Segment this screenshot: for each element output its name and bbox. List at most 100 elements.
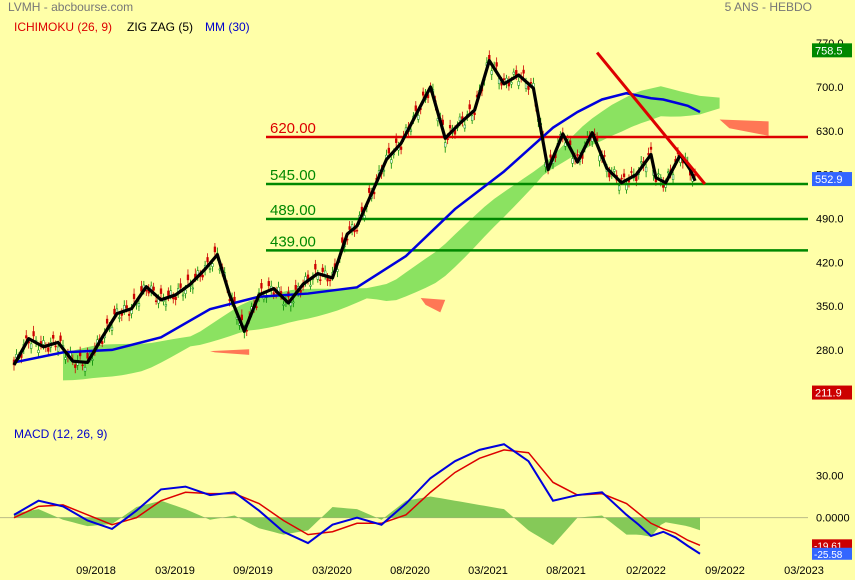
candle-body — [644, 166, 648, 173]
price-tag — [812, 385, 852, 400]
time-tick: 08/2021 — [546, 565, 586, 577]
candle-body — [395, 138, 398, 143]
level-label-545.00: 545.00 — [270, 167, 316, 184]
candle-body — [417, 115, 420, 120]
candle-body — [267, 281, 270, 287]
candle-body — [91, 359, 94, 361]
candle-body — [512, 71, 515, 75]
macd-panel: 30.00 0.0000 -19.61-25.58 — [0, 443, 852, 561]
candle-body — [292, 301, 295, 304]
price-tick: 490.0 — [816, 213, 844, 225]
price-axis: 770.0700.0630.0560.0490.0420.0350.0280.0… — [812, 38, 852, 400]
candle-body — [137, 303, 141, 307]
candle-body — [422, 91, 425, 96]
candle-body — [618, 185, 621, 191]
candle-body — [125, 305, 128, 309]
time-axis: 09/2018 03/2019 09/2019 03/2020 08/2020 03/20… — [76, 565, 824, 577]
candle-body — [211, 263, 214, 267]
downtrend-line — [595, 51, 707, 185]
macd-tick: 0.0000 — [816, 513, 850, 525]
candle-body — [490, 70, 493, 75]
candle-body — [598, 155, 601, 162]
candle-body — [255, 306, 258, 308]
time-tick: 02/2022 — [626, 565, 666, 577]
price-tick: 350.0 — [816, 301, 844, 313]
candle-body — [571, 158, 574, 164]
price-tick: 630.0 — [816, 126, 844, 138]
candle-body — [59, 335, 62, 341]
candle-body — [213, 246, 217, 253]
candle-body — [282, 304, 285, 306]
candle-body — [294, 285, 297, 290]
candle-body — [463, 124, 466, 129]
candle-body — [321, 267, 324, 272]
macd-tag-label: -19.61 — [814, 541, 843, 552]
candle-body — [118, 317, 121, 319]
period-label: 5 ANS - HEBDO — [725, 0, 812, 14]
kumo-bearish — [420, 297, 446, 313]
candle-body — [458, 116, 462, 121]
candle-body — [74, 364, 77, 368]
candle-body — [179, 283, 182, 288]
candle-body — [174, 296, 177, 300]
candle-body — [564, 142, 567, 147]
candle-body — [390, 159, 393, 164]
candle-body — [319, 279, 322, 281]
candle-body — [576, 153, 579, 157]
macd-histogram — [14, 496, 700, 546]
candle-body — [260, 283, 263, 289]
candle-body — [167, 290, 170, 296]
candle-body — [105, 318, 109, 324]
time-tick: 09/2022 — [705, 565, 745, 577]
candle-body — [328, 279, 332, 282]
candle-body — [409, 129, 413, 132]
candle-body — [522, 69, 525, 74]
candle-body — [101, 341, 104, 344]
price-tag-label: 211.9 — [815, 388, 842, 400]
candle-body — [510, 82, 513, 85]
support-resistance-lines: 620.00 545.00 489.00 439.00 — [266, 120, 808, 252]
candle-body — [289, 302, 293, 307]
candle-body — [32, 331, 35, 337]
time-tick: 08/2020 — [390, 565, 430, 577]
candle-body — [671, 174, 675, 180]
candle-body — [625, 184, 628, 191]
kumo-bearish — [210, 349, 250, 355]
candle-body — [128, 313, 131, 316]
candle-body — [620, 177, 623, 180]
legend-ma: MM (30) — [205, 20, 250, 34]
price-tick: 280.0 — [816, 345, 844, 357]
candle-body — [152, 286, 155, 291]
time-tick: 09/2019 — [233, 565, 273, 577]
time-tick: 03/2023 — [784, 565, 824, 577]
price-tick: 420.0 — [816, 257, 844, 269]
macd-tag-label: -25.58 — [814, 550, 843, 561]
candle-body — [368, 187, 371, 193]
price-tag-label: 552.9 — [815, 174, 843, 186]
candle-body — [444, 142, 447, 148]
candle-body — [446, 138, 449, 141]
candle-body — [52, 334, 55, 339]
candle-body — [326, 277, 329, 282]
candle-body — [25, 335, 28, 339]
level-label-620.00: 620.00 — [270, 120, 316, 137]
candle-body — [527, 85, 530, 90]
candle-body — [448, 125, 452, 129]
candle-body — [42, 340, 45, 345]
candle-body — [37, 349, 40, 354]
price-tag-label: 758.5 — [815, 45, 843, 57]
candle-body — [414, 105, 417, 111]
price-tick: 700.0 — [816, 82, 844, 94]
candle-body — [468, 104, 471, 110]
candle-body — [54, 345, 57, 348]
candle-body — [613, 169, 616, 172]
moving-average — [13, 91, 701, 364]
candle-body — [154, 300, 158, 302]
candle-body — [387, 147, 391, 154]
macd-tick: 30.00 — [816, 470, 844, 482]
candle-body — [314, 263, 317, 270]
candle-body — [86, 353, 89, 359]
candle-body — [64, 357, 67, 360]
zigzag — [12, 59, 697, 366]
